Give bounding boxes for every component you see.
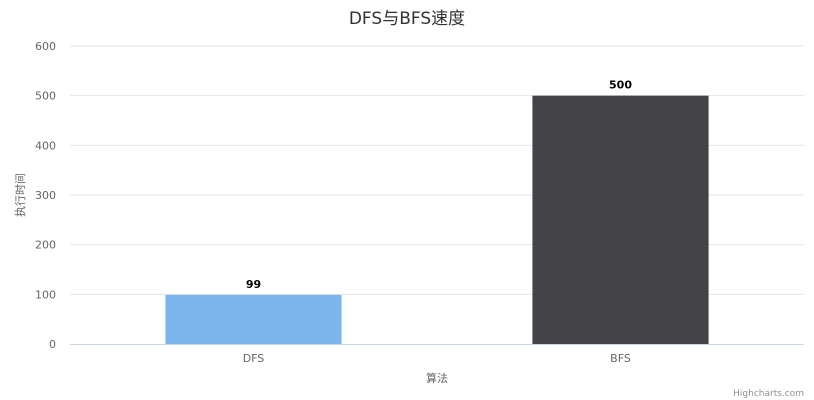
credits-link[interactable]: Highcharts.com	[733, 389, 804, 399]
data-label-bfs: 500	[609, 79, 632, 92]
x-tick-label-dfs: DFS	[243, 352, 265, 365]
y-tick-label: 100	[35, 288, 56, 301]
data-label-dfs: 99	[246, 278, 261, 291]
y-tick-label: 600	[35, 40, 56, 53]
y-tick-label: 500	[35, 90, 56, 103]
y-tick-label: 200	[35, 239, 56, 252]
y-axis-title: 执行时间	[13, 173, 27, 217]
chart-title: DFS与BFS速度	[349, 9, 465, 29]
x-axis-title: 算法	[426, 371, 448, 385]
bar-bfs[interactable]	[532, 95, 709, 345]
x-axis-tick-labels: DFS BFS	[243, 352, 631, 365]
bar-dfs[interactable]	[165, 294, 342, 344]
y-axis-tick-labels: 0 100 200 300 400 500 600	[35, 40, 56, 351]
x-tick-label-bfs: BFS	[610, 352, 631, 365]
bar-series	[165, 95, 709, 345]
y-tick-label: 0	[49, 338, 56, 351]
y-tick-label: 400	[35, 139, 56, 152]
data-labels: 99 500	[246, 79, 632, 291]
y-tick-label: 300	[35, 189, 56, 202]
